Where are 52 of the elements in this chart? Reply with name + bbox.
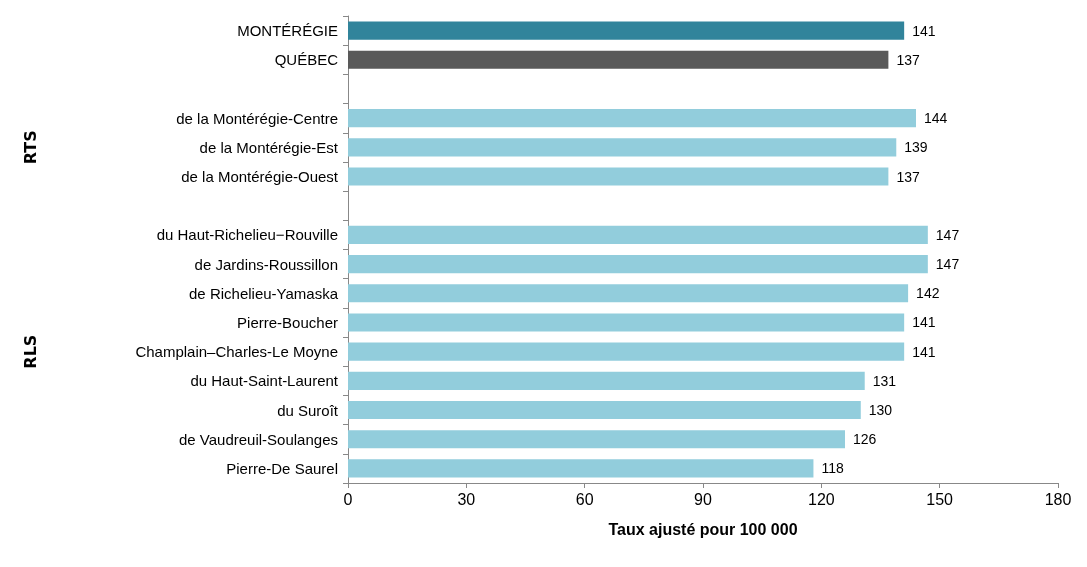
y-tick-label: de Richelieu-Yamaska	[189, 284, 339, 302]
y-tick-label: du Haut-Saint-Laurent	[190, 372, 339, 390]
bar	[348, 138, 897, 157]
x-tick-label: 30	[457, 490, 476, 508]
data-label: 141	[912, 343, 936, 360]
x-tick-label: 90	[694, 490, 712, 508]
data-label: 130	[868, 402, 893, 419]
x-tick-label: 60	[575, 490, 594, 508]
data-label: 118	[821, 460, 844, 477]
x-tick-label: 0	[343, 490, 353, 508]
x-tick-label: 180	[1044, 490, 1072, 508]
y-tick-label: de Jardins-Roussillon	[194, 255, 338, 273]
y-tick-label: de la Montérégie-Ouest	[181, 168, 339, 186]
bar	[348, 284, 909, 303]
data-label: 141	[912, 314, 936, 331]
y-tick-label: de la Montérégie-Est	[199, 138, 339, 156]
data-label: 144	[924, 110, 948, 127]
data-label: 147	[935, 226, 960, 243]
y-tick-label: Pierre-Boucher	[237, 313, 338, 331]
bar	[348, 109, 916, 128]
text: RLS	[20, 334, 40, 369]
y-tick-label: de Vaudreuil-Soulanges	[178, 430, 338, 448]
text: RTS	[20, 130, 40, 165]
data-label: 137	[896, 51, 920, 68]
bar	[348, 255, 928, 274]
bar	[348, 21, 905, 40]
data-label: 137	[896, 168, 920, 185]
x-tick-label: 150	[926, 490, 954, 508]
y-tick-label: MONTÉRÉGIE	[237, 22, 338, 40]
bar	[348, 50, 889, 69]
data-label: 126	[853, 431, 877, 448]
bar	[348, 400, 861, 420]
y-tick-label: de la Montérégie-Centre	[176, 109, 338, 127]
bar	[348, 371, 865, 390]
x-axis-title: Taux ajusté pour 100 000	[608, 520, 798, 538]
y-tick-label: du Suroît	[277, 401, 339, 419]
data-label: 139	[904, 139, 928, 156]
y-tick-label: Pierre-De Saurel	[226, 459, 338, 477]
data-label: 142	[916, 285, 940, 302]
data-label: 141	[912, 22, 936, 39]
data-label: 147	[935, 256, 960, 273]
y-tick-label: Champlain–Charles-Le Moyne	[135, 343, 338, 361]
y-tick-label: QUÉBEC	[274, 51, 339, 69]
bar	[348, 342, 905, 361]
bar	[348, 225, 928, 244]
bar	[348, 459, 814, 478]
x-tick-label: 120	[807, 490, 835, 508]
bar	[348, 313, 905, 332]
data-label: 131	[872, 372, 897, 389]
y-tick-label: du Haut-Richelieu−Rouville	[156, 226, 338, 244]
bar	[348, 430, 845, 449]
bar	[348, 167, 889, 186]
